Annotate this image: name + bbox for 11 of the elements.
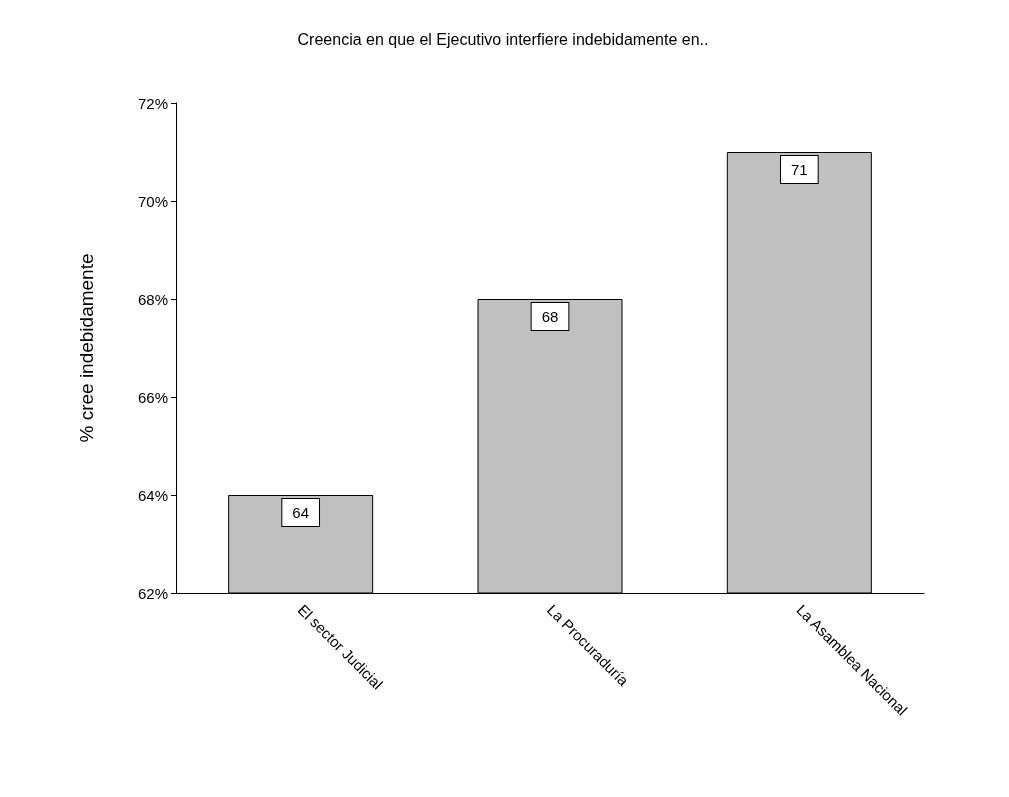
data-label: 64 [292, 504, 310, 521]
data-label: 68 [541, 308, 559, 325]
y-tick-label: 70% [137, 192, 168, 210]
data-label: 71 [790, 161, 808, 178]
y-tick-label: 66% [137, 388, 168, 406]
y-tick-label: 64% [137, 486, 168, 504]
y-tick-label: 72% [137, 94, 168, 112]
chart-title: Creencia en que el Ejecutivo interfiere indebidamente en.. [297, 30, 709, 48]
y-axis-title: % cree indebidamente [76, 253, 97, 443]
y-tick-label: 68% [137, 290, 168, 308]
y-tick-label: 62% [137, 584, 168, 602]
